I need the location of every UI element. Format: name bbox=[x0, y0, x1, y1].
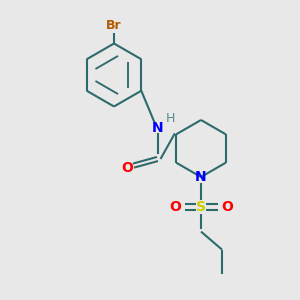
Text: Br: Br bbox=[106, 19, 122, 32]
Text: O: O bbox=[169, 200, 181, 214]
Text: S: S bbox=[196, 200, 206, 214]
Text: O: O bbox=[221, 200, 233, 214]
Text: N: N bbox=[195, 170, 207, 184]
Text: O: O bbox=[122, 161, 134, 175]
Text: N: N bbox=[152, 121, 163, 134]
Text: H: H bbox=[165, 112, 175, 125]
